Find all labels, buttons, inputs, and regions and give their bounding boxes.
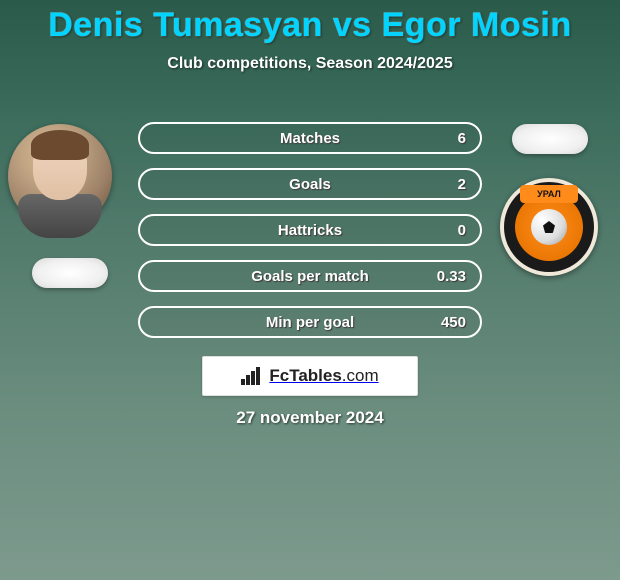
date-text: 27 november 2024 xyxy=(0,408,620,428)
team-right-pill xyxy=(512,124,588,154)
stat-value-right: 0.33 xyxy=(437,268,466,285)
stat-row: Goals 2 xyxy=(138,168,482,200)
bar-chart-icon xyxy=(241,367,263,385)
stat-row: Min per goal 450 xyxy=(138,306,482,338)
stat-label: Hattricks xyxy=(278,222,342,239)
stat-row: Matches 6 xyxy=(138,122,482,154)
brand-suffix: .com xyxy=(342,366,379,385)
stat-row: Goals per match 0.33 xyxy=(138,260,482,292)
brand-text: FcTables.com xyxy=(269,366,378,386)
stat-label: Min per goal xyxy=(266,314,354,331)
club-right-badge: УРАЛ xyxy=(500,178,598,276)
stat-value-right: 0 xyxy=(458,222,466,239)
stat-label: Matches xyxy=(280,130,340,147)
stat-value-right: 6 xyxy=(458,130,466,147)
stats-list: Matches 6 Goals 2 Hattricks 0 Goals per … xyxy=(138,122,482,352)
comparison-card: Denis Tumasyan vs Egor Mosin Club compet… xyxy=(0,0,620,580)
player-left-avatar xyxy=(8,124,112,228)
club-badge-text: УРАЛ xyxy=(520,185,578,203)
stat-value-right: 2 xyxy=(458,176,466,193)
fctables-link[interactable]: FcTables.com xyxy=(202,356,418,396)
stat-row: Hattricks 0 xyxy=(138,214,482,246)
team-left-pill xyxy=(32,258,108,288)
stat-value-right: 450 xyxy=(441,314,466,331)
brand-main: FcTables xyxy=(269,366,341,385)
subtitle: Club competitions, Season 2024/2025 xyxy=(0,55,620,73)
stat-label: Goals per match xyxy=(251,268,369,285)
page-title: Denis Tumasyan vs Egor Mosin xyxy=(0,0,620,45)
soccer-ball-icon xyxy=(531,209,567,245)
stat-label: Goals xyxy=(289,176,331,193)
